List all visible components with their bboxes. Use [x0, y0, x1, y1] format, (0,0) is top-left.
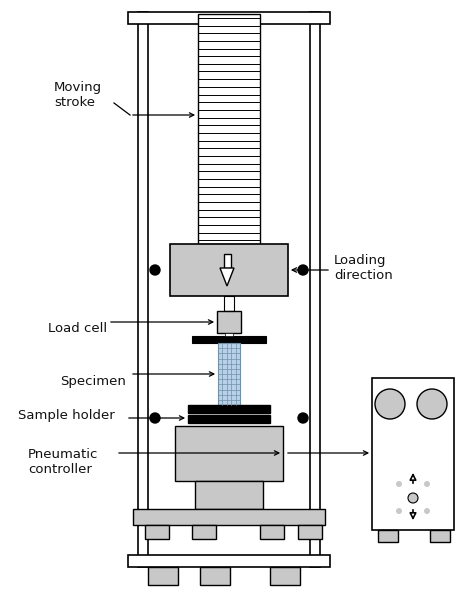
Bar [188, 405, 270, 413]
Circle shape [396, 481, 402, 487]
Bar [138, 12, 148, 567]
Bar [298, 525, 322, 539]
Text: Specimen: Specimen [60, 376, 126, 388]
Circle shape [408, 493, 418, 503]
Text: Pneumatic
controller: Pneumatic controller [28, 448, 99, 476]
Bar [148, 567, 178, 585]
Circle shape [298, 413, 308, 423]
Bar [225, 333, 233, 336]
Circle shape [150, 265, 160, 275]
Bar [128, 555, 330, 567]
Circle shape [396, 508, 402, 514]
Circle shape [375, 389, 405, 419]
Bar [170, 244, 288, 296]
Bar [218, 343, 240, 405]
Bar [200, 567, 230, 585]
Bar [270, 567, 300, 585]
Circle shape [417, 389, 447, 419]
Bar [192, 336, 266, 343]
Circle shape [298, 265, 308, 275]
Text: Load cell: Load cell [48, 322, 107, 335]
Bar [224, 296, 234, 311]
Bar [430, 530, 450, 542]
Text: Sample holder: Sample holder [18, 410, 115, 422]
Bar [378, 530, 398, 542]
Bar [260, 525, 284, 539]
Polygon shape [220, 268, 234, 286]
Text: Moving
stroke: Moving stroke [54, 81, 102, 109]
Bar [195, 481, 263, 509]
Bar [224, 254, 231, 268]
Bar [175, 426, 283, 481]
Circle shape [424, 481, 430, 487]
Bar [217, 311, 241, 333]
Bar [192, 525, 216, 539]
Bar [128, 12, 330, 24]
Circle shape [424, 508, 430, 514]
Bar [133, 509, 325, 525]
Circle shape [150, 413, 160, 423]
Bar [145, 525, 169, 539]
Bar [310, 12, 320, 567]
Bar [198, 14, 260, 244]
Text: Loading
direction: Loading direction [334, 254, 393, 282]
Bar [372, 378, 454, 530]
Bar [188, 415, 270, 423]
